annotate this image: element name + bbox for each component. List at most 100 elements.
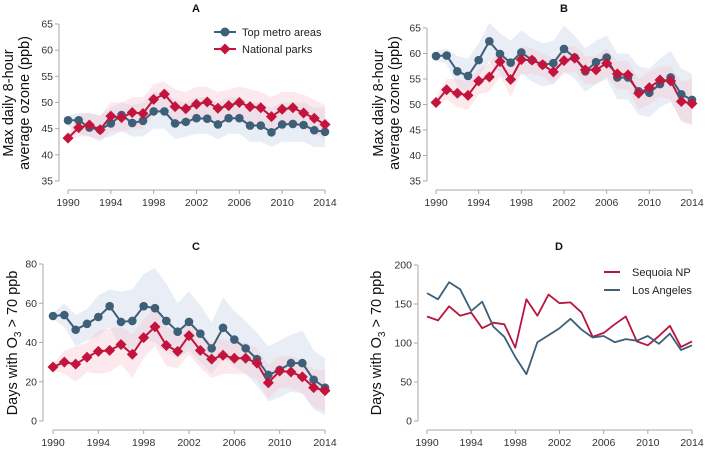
panel-a-x-tick-label: 2002 (185, 197, 209, 209)
panel-b-top-metro-areas-point (677, 90, 686, 99)
panel-a-national-parks-point (73, 122, 85, 134)
panel-c-top-metro-areas-point (196, 329, 205, 338)
panel-c-national-parks-point (81, 351, 93, 363)
panel-a-national-parks-point (137, 107, 149, 119)
panel-b-top-metro-areas-point (463, 71, 473, 81)
panel-b-top-metro-areas-point (506, 58, 515, 67)
panel-a-national-parks-point (287, 102, 299, 114)
panel-a-y-tick-label: 65 (41, 19, 53, 31)
panel-b-top-metro-areas-point (431, 51, 441, 61)
panel-c-national-parks-point (262, 377, 274, 389)
panel-c-national-parks-point (217, 349, 229, 361)
legend-metro-marker (220, 27, 230, 37)
panel-a-top-metro-areas-point (224, 113, 233, 123)
panel-c-national-parks-point (70, 358, 82, 370)
panel-a-top-metro-areas-point (288, 119, 298, 129)
panel-c-top-metro-areas-point (139, 301, 148, 311)
panel-b-y-tick-label: 55 (409, 74, 421, 86)
panel-c-top-metro-areas-point (218, 323, 228, 333)
panel-c-x-tick-label: 1994 (87, 437, 111, 449)
panel-a-ylabel-line1: Max daily 8-hour (1, 49, 17, 156)
panel-a-national-parks-point (223, 100, 235, 112)
panel-c-top-metro-areas-point (128, 316, 137, 326)
panel-c-top-metro-areas-point (309, 375, 318, 385)
panel-d: D Days with O3 > 70 ppb 0 50 100 150 200 1990… (369, 241, 704, 449)
panel-b-x-tick-label: 1994 (467, 197, 491, 209)
panel-d-x-tick-label: 1990 (415, 437, 439, 449)
panel-a-top-metro-areas-point (74, 115, 84, 125)
panel-a-national-parks-point (116, 112, 128, 124)
panel-c-national-parks-point (240, 352, 252, 364)
panel-c-national-parks-point (285, 366, 297, 378)
panel-b-top-metro-areas-point (517, 48, 526, 57)
panel-a-top-metro-areas-point (138, 116, 148, 126)
legend-parks-marker (219, 43, 231, 55)
panel-d-ylabel: Days with O3 > 70 ppb (369, 271, 388, 416)
panel-c-top-metro-areas-point (82, 319, 92, 329)
panel-c-top-metro-areas-point (241, 344, 250, 353)
panel-d-y-tick-label: 150 (394, 299, 412, 311)
panel-a-x-tick-label: 1990 (56, 197, 80, 209)
panel-b-top-metro-areas-point (559, 44, 569, 54)
panel-a-y-tick-label: 40 (41, 149, 53, 161)
panel-a-y-tick-label: 55 (41, 71, 53, 83)
panel-b-national-parks-point (675, 95, 687, 107)
panel-a-top-metro-areas-point (160, 107, 169, 116)
panel-a-top-metro-areas-point (192, 113, 201, 123)
panel-a-title: A (192, 3, 200, 15)
panel-a-x-tick-label: 1994 (99, 197, 123, 209)
panel-b-national-parks-point (590, 64, 602, 76)
panel-a-national-parks-point (255, 102, 267, 114)
panel-c-ylabel: Days with O3 > 70 ppb (5, 271, 24, 416)
panel-b-national-parks-point (515, 54, 527, 66)
panel-b-national-parks-point (569, 52, 581, 64)
panel-a-top-metro-areas-point (256, 121, 266, 130)
panel-b-top-metro-areas-point (474, 55, 483, 65)
panel-c-national-parks-point (47, 361, 59, 373)
panel-a-national-parks-point (233, 97, 245, 108)
panel-c-national-parks-point (160, 339, 172, 351)
panel-a-national-parks-point (191, 98, 202, 110)
panel-a-national-parks-point (212, 102, 224, 114)
legend-la-label: Los Angeles (632, 285, 692, 297)
panel-a-top-metro-areas-point (235, 113, 244, 123)
panel-a-y-tick-label: 35 (41, 176, 53, 188)
panel-c-national-parks-point (228, 352, 240, 364)
panel-b-top-metro-areas-point (602, 53, 611, 62)
panel-b-national-parks-point (451, 87, 463, 99)
panel-c-national-parks-point (194, 344, 206, 356)
panel-b-national-parks-point (633, 87, 645, 99)
panel-a-national-parks-point (298, 107, 310, 119)
panel-b-title: B (560, 3, 568, 15)
panel-a-top-metro-areas-point (181, 117, 191, 127)
panel-b-national-parks-point (558, 55, 570, 67)
panel-a-top-metro-areas-point (245, 121, 255, 130)
panel-a-national-parks-point (308, 112, 320, 124)
panel-b-national-parks-point (537, 59, 549, 71)
panel-b-national-parks-point (643, 82, 655, 94)
panel-a-national-parks-point (148, 93, 160, 105)
panel-c-national-parks-point (126, 348, 138, 360)
panel-d-y-tick-label: 200 (394, 260, 412, 272)
panel-b-national-parks-point (462, 89, 474, 101)
panel-a-top-metro-areas-point (309, 125, 319, 135)
panel-c-top-metro-areas-point (286, 358, 296, 368)
panel-a-top-metro-areas-point (106, 119, 116, 128)
panel-a-top-metro-areas-point (213, 120, 223, 129)
panel-c-national-parks-point (138, 332, 150, 344)
panel-b-y-tick-label: 40 (409, 150, 421, 162)
panel-b-national-parks-point (611, 68, 623, 80)
panel-c-national-parks-point (104, 344, 116, 356)
panel-b-national-parks-point (601, 57, 613, 69)
panel-c-national-parks-point (319, 385, 331, 397)
panel-b-national-parks-point (526, 54, 538, 66)
panel-b-national-parks-point (686, 97, 698, 109)
panel-b-top-metro-areas-point (591, 57, 601, 67)
panel-c-x-tick-label: 2002 (177, 437, 201, 449)
panel-c-top-metro-areas-point (116, 317, 126, 327)
panel-a-national-parks-point (319, 118, 331, 130)
panel-b-national-parks-point (473, 75, 485, 87)
panel-d-y-tick-label: 100 (394, 338, 412, 350)
panel-c-top-metro-areas-point (162, 316, 171, 326)
panel-a: A Max daily 8-hour average ozone (ppb) 3… (1, 3, 337, 209)
